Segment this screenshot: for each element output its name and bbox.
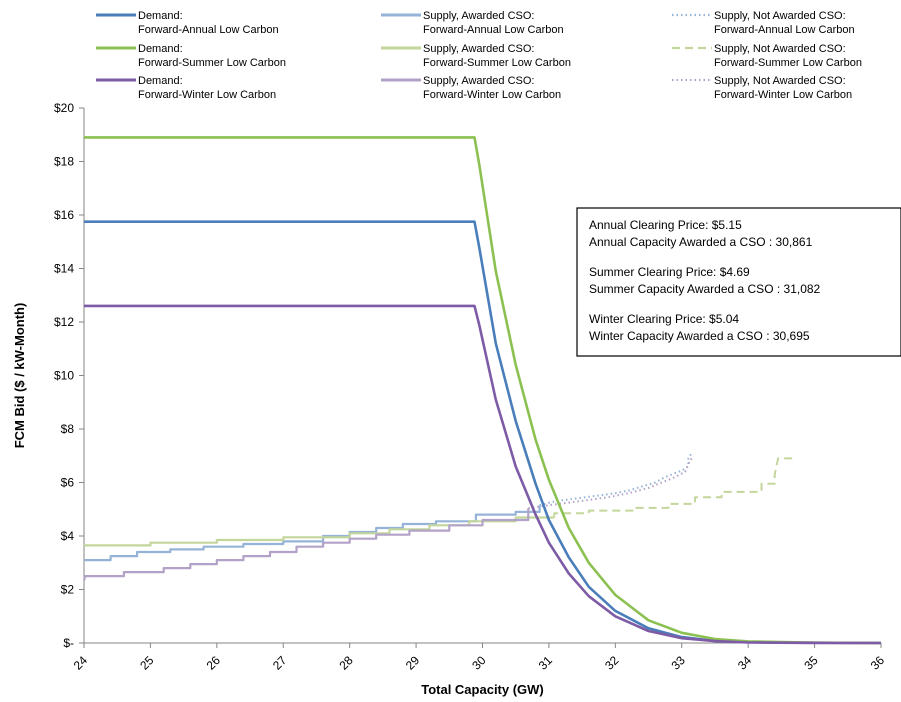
series-layer bbox=[82, 136, 882, 645]
info-line-7: Winter Capacity Awarded a CSO : 30,695 bbox=[589, 329, 810, 343]
x-tick-label: 32 bbox=[602, 653, 622, 673]
series-line-8 bbox=[528, 457, 693, 510]
x-tick-label: 26 bbox=[204, 653, 224, 673]
x-axis-title: Total Capacity (GW) bbox=[421, 682, 544, 697]
x-tick-label: 34 bbox=[735, 653, 755, 673]
y-tick-label: $20 bbox=[54, 101, 74, 115]
x-tick-label: 31 bbox=[536, 653, 556, 673]
legend-label-4: Supply, Awarded CSO: Forward-Summer Low C… bbox=[423, 43, 571, 69]
series-line-6 bbox=[84, 304, 882, 645]
legend-label-5: Supply, Not Awarded CSO: Forward-Summer L… bbox=[714, 43, 862, 69]
legend-label-3: Demand: Forward-Summer Low Carbon bbox=[138, 43, 286, 69]
axes: $- $2 $4 $6 $8 $10 $12 $14 $16 $18 $20 24 25 26 27 28 29… bbox=[12, 101, 887, 697]
y-tick-label: $- bbox=[63, 636, 74, 650]
info-line-1: Annual Capacity Awarded a CSO : 30,861 bbox=[589, 235, 813, 249]
x-tick-label: 33 bbox=[669, 653, 689, 673]
x-tick-label: 24 bbox=[71, 653, 91, 673]
y-tick-label: $18 bbox=[54, 155, 74, 169]
y-tick-label: $10 bbox=[54, 369, 74, 383]
legend-label-7: Supply, Awarded CSO: Forward-Winter Low C… bbox=[423, 75, 561, 101]
series-line-5 bbox=[553, 457, 795, 518]
x-tick-label: 35 bbox=[801, 653, 821, 673]
info-box: Annual Clearing Price: $5.15 Annual Capac… bbox=[576, 207, 901, 357]
series-line-1 bbox=[84, 505, 541, 562]
legend-label-0: Demand: Forward-Annual Low Carbon bbox=[138, 10, 279, 36]
x-tick-label: 25 bbox=[137, 653, 157, 673]
info-line-0: Annual Clearing Price: $5.15 bbox=[589, 218, 742, 232]
legend-label-1: Supply, Awarded CSO: Forward-Annual Low C… bbox=[423, 10, 564, 36]
x-tick-label: 30 bbox=[469, 653, 489, 673]
y-tick-label: $14 bbox=[54, 262, 74, 276]
y-tick-label: $8 bbox=[61, 422, 75, 436]
info-box-frame bbox=[576, 207, 901, 357]
legend-label-2: Supply, Not Awarded CSO: Forward-Annual L… bbox=[714, 10, 855, 36]
y-tick-label: $16 bbox=[54, 208, 74, 222]
series-line-7 bbox=[82, 508, 530, 581]
y-axis-title: FCM Bid ($ / kW-Month) bbox=[12, 303, 27, 449]
x-tick-label: 36 bbox=[868, 653, 888, 673]
legend: Demand: Forward-Annual Low Carbon Supply, … bbox=[96, 10, 862, 101]
info-line-4: Summer Capacity Awarded a CSO : 31,082 bbox=[589, 282, 821, 296]
legend-label-8: Supply, Not Awarded CSO: Forward-Winter L… bbox=[714, 75, 852, 101]
series-line-3 bbox=[84, 136, 882, 645]
y-tick-label: $4 bbox=[61, 529, 75, 543]
y-tick-label: $6 bbox=[61, 476, 75, 490]
series-line-4 bbox=[84, 516, 555, 547]
info-line-3: Summer Clearing Price: $4.69 bbox=[589, 265, 750, 279]
y-tick-label: $2 bbox=[61, 583, 75, 597]
x-tick-label: 29 bbox=[403, 653, 423, 673]
x-tick-label: 28 bbox=[336, 653, 356, 673]
info-line-6: Winter Clearing Price: $5.04 bbox=[589, 312, 739, 326]
y-tick-label: $12 bbox=[54, 315, 74, 329]
legend-label-6: Demand: Forward-Winter Low Carbon bbox=[138, 75, 276, 101]
x-tick-label: 27 bbox=[270, 653, 290, 673]
